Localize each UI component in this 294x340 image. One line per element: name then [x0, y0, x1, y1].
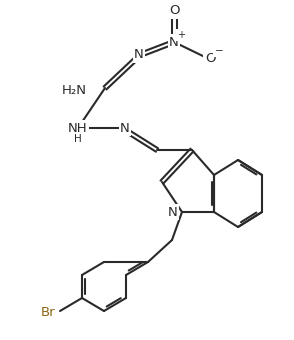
Text: N: N	[169, 35, 179, 49]
Text: N: N	[134, 49, 144, 62]
Text: +: +	[177, 30, 185, 40]
Text: NH: NH	[68, 121, 88, 135]
Text: N: N	[168, 205, 178, 219]
Text: H: H	[74, 134, 82, 144]
Text: Br: Br	[40, 306, 55, 319]
Text: O: O	[205, 51, 215, 65]
Text: N: N	[120, 121, 130, 135]
Text: O: O	[169, 4, 179, 17]
Text: H₂N: H₂N	[62, 84, 87, 97]
Text: −: −	[215, 46, 223, 56]
